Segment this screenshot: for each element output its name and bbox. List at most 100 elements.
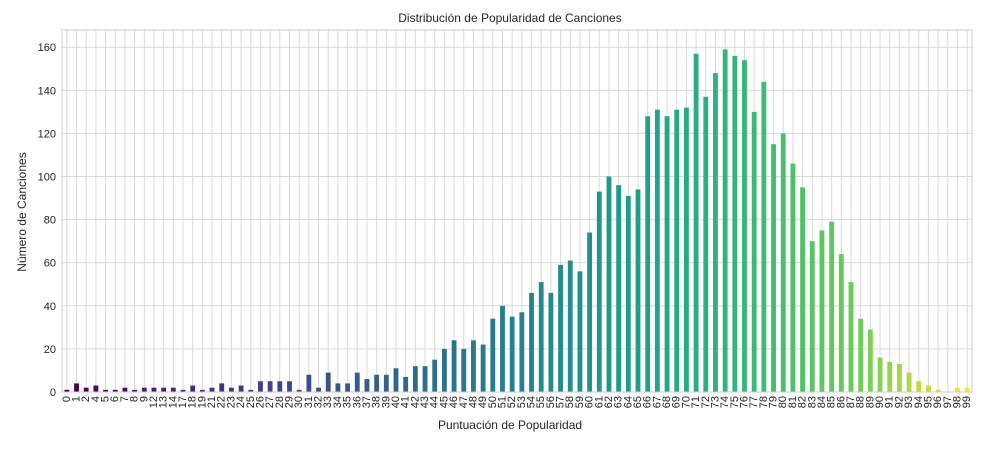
- bar-32: [316, 387, 321, 392]
- bar-27: [267, 381, 273, 392]
- x-tick-label: 87: [845, 396, 857, 408]
- x-tick-label: 91: [884, 396, 896, 408]
- bar-74: [722, 49, 728, 393]
- bar-50: [490, 318, 496, 392]
- bar-49: [480, 344, 486, 392]
- x-tick-label: 90: [874, 396, 886, 408]
- bar-25: [248, 389, 254, 392]
- bar-9: [141, 387, 147, 392]
- x-tick-label: 69: [671, 396, 683, 408]
- bar-44: [432, 359, 438, 392]
- x-tick-label: 0: [61, 396, 73, 402]
- x-tick-label: 83: [806, 396, 818, 408]
- x-tick-label: 49: [477, 396, 489, 408]
- bar-21: [209, 387, 215, 392]
- x-tick-label: 6: [109, 396, 121, 402]
- x-tick-label: 44: [429, 396, 441, 408]
- bar-95: [926, 385, 931, 392]
- x-tick-label: 39: [380, 396, 392, 408]
- x-tick-label: 47: [458, 396, 470, 408]
- x-tick-label: 55: [535, 396, 547, 408]
- bar-78: [761, 81, 767, 392]
- bar-7: [122, 387, 128, 392]
- bar-29: [287, 381, 292, 392]
- x-tick-label: 61: [593, 396, 605, 408]
- bar-72: [703, 96, 709, 393]
- x-tick-label: 4: [90, 396, 102, 402]
- bar-48: [471, 340, 476, 392]
- x-tick-label: 82: [797, 396, 809, 408]
- y-tick-label: 120: [38, 128, 56, 140]
- bar-98: [955, 387, 960, 392]
- x-tick-label: 25: [245, 396, 257, 408]
- y-tick-label: 60: [44, 258, 56, 270]
- x-tick-label: 57: [555, 396, 567, 408]
- x-tick-label: 65: [632, 396, 644, 408]
- bar-26: [258, 381, 263, 392]
- bar-34: [335, 383, 341, 392]
- x-tick-label: 84: [816, 396, 828, 408]
- x-tick-label: 81: [787, 396, 799, 408]
- bar-37: [364, 379, 370, 392]
- bar-83: [809, 241, 815, 392]
- x-tick-label: 14: [167, 396, 179, 408]
- x-tick-label: 71: [690, 396, 702, 408]
- bar-90: [877, 357, 883, 392]
- x-tick-label: 62: [603, 396, 615, 408]
- x-tick-label: 95: [922, 396, 934, 408]
- bar-66: [645, 116, 651, 392]
- bar-86: [838, 254, 844, 392]
- bar-71: [693, 53, 699, 392]
- y-tick-label: 160: [38, 42, 56, 54]
- bar-87: [848, 282, 854, 392]
- x-tick-label: 76: [739, 396, 751, 408]
- x-tick-label: 1: [71, 396, 83, 402]
- bar-56: [548, 292, 554, 392]
- x-tick-label: 51: [496, 396, 508, 408]
- bar-89: [867, 329, 873, 392]
- x-tick-label: 23: [225, 396, 237, 408]
- x-tick-label: 40: [390, 396, 402, 408]
- bar-5: [103, 389, 108, 392]
- bar-40: [393, 368, 399, 392]
- x-tick-label: 46: [448, 396, 460, 408]
- bar-39: [383, 374, 389, 392]
- bar-81: [790, 163, 796, 392]
- x-tick-label: 60: [584, 396, 596, 408]
- x-tick-label: 41: [400, 396, 412, 408]
- bar-67: [654, 109, 660, 392]
- x-tick-label: 80: [777, 396, 789, 408]
- x-tick-label: 68: [661, 396, 673, 408]
- bar-38: [374, 374, 380, 392]
- bar-47: [461, 348, 467, 392]
- bar-99: [964, 387, 970, 392]
- bar-96: [935, 389, 941, 392]
- bar-31: [306, 374, 312, 392]
- x-tick-label: 67: [651, 396, 663, 408]
- bar-30: [296, 389, 302, 392]
- bar-43: [422, 366, 428, 392]
- tick-labels: 0204060801001201401600124567891213141718…: [38, 42, 974, 408]
- bar-19: [199, 389, 205, 392]
- bar-70: [683, 107, 689, 393]
- y-tick-label: 40: [44, 301, 56, 313]
- x-tick-label: 63: [613, 396, 625, 408]
- x-tick-label: 38: [371, 396, 383, 408]
- bar-41: [403, 376, 409, 392]
- bar-53: [519, 312, 525, 392]
- x-tick-label: 85: [826, 396, 838, 408]
- bar-45: [441, 348, 447, 392]
- bar-58: [567, 260, 573, 392]
- bar-68: [664, 116, 670, 392]
- x-tick-label: 89: [864, 396, 876, 408]
- x-tick-label: 96: [932, 396, 944, 408]
- bar-88: [858, 318, 864, 392]
- x-tick-label: 32: [313, 396, 325, 408]
- bar-14: [170, 387, 176, 392]
- x-tick-label: 64: [622, 396, 634, 408]
- bar-46: [451, 340, 457, 392]
- bar-8: [132, 389, 138, 392]
- bar-54: [529, 292, 534, 392]
